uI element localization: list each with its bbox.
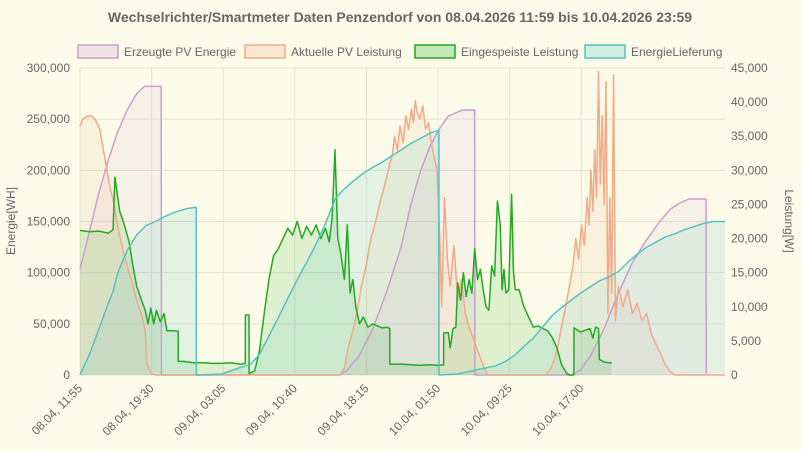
y-right-tick-label: 30,000 xyxy=(731,163,768,177)
y-left-tick-label: 100,000 xyxy=(27,266,71,280)
y-right-tick-label: 15,000 xyxy=(731,266,768,280)
series-line-erzeugte-pv-energie xyxy=(79,85,708,376)
series-line-energielieferung xyxy=(79,129,725,376)
y-right-tick-label: 10,000 xyxy=(731,300,768,314)
x-tick-label: 08.04, 11:55 xyxy=(29,381,86,438)
x-tick-label: 10.04, 17:00 xyxy=(529,381,586,438)
x-tick-label: 10.04, 01:50 xyxy=(386,381,443,438)
y-right-tick-label: 35,000 xyxy=(731,129,768,143)
y-left-tick-label: 50,000 xyxy=(33,317,70,331)
x-tick-label: 09.04, 18:15 xyxy=(314,381,371,438)
series-line-eingespeiste-leistung xyxy=(79,149,612,376)
legend-swatch xyxy=(244,44,286,59)
y-right-tick-label: 25,000 xyxy=(731,197,768,211)
legend-swatch xyxy=(414,44,456,59)
y-right-tick-label: 20,000 xyxy=(731,232,768,246)
legend-label: Aktuelle PV Leistung xyxy=(291,45,402,59)
legend-swatch xyxy=(77,44,119,59)
x-tick-label: 08.04, 19:30 xyxy=(100,381,157,438)
y-left-tick-label: 300,000 xyxy=(27,61,71,75)
y-right-tick-label: 0 xyxy=(731,368,738,382)
legend-item[interactable]: Aktuelle PV Leistung xyxy=(244,44,402,59)
y-right-tick-label: 5,000 xyxy=(731,334,761,348)
gridlines xyxy=(79,67,725,376)
plot-area xyxy=(79,70,725,376)
x-tick-label: 09.04, 03:05 xyxy=(171,381,228,438)
legend-label: EnergieLieferung xyxy=(631,45,722,59)
series-area-energielieferung xyxy=(80,130,725,375)
legend[interactable]: Erzeugte PV Energie Aktuelle PV Leistung E… xyxy=(77,44,722,59)
legend-swatch xyxy=(584,44,626,59)
legend-label: Eingespeiste Leistung xyxy=(461,45,578,59)
series-area-aktuelle-pv-leistung xyxy=(80,71,725,376)
y-axis-label-right: Leistung[W] xyxy=(782,189,796,252)
series-area-erzeugte-pv-energie xyxy=(80,86,707,376)
y-left-tick-label: 0 xyxy=(63,368,70,382)
y-left-tick-label: 200,000 xyxy=(27,163,71,177)
legend-item[interactable]: Erzeugte PV Energie xyxy=(77,44,236,59)
y-left-tick-label: 250,000 xyxy=(27,112,71,126)
y-axis-label-left: Energie[WH] xyxy=(4,187,18,255)
legend-label: Erzeugte PV Energie xyxy=(124,45,236,59)
chart-title: Wechselrichter/Smartmeter Daten Penzendo… xyxy=(108,9,692,25)
legend-item[interactable]: Eingespeiste Leistung xyxy=(414,44,578,59)
x-tick-label: 10.04, 09:25 xyxy=(458,381,515,438)
x-tick-label: 09.04, 10:40 xyxy=(243,381,300,438)
y-left-tick-label: 150,000 xyxy=(27,215,71,229)
y-right-tick-label: 40,000 xyxy=(731,95,768,109)
series-line-aktuelle-pv-leistung xyxy=(79,70,725,376)
legend-item[interactable]: EnergieLieferung xyxy=(584,44,722,59)
y-right-tick-label: 45,000 xyxy=(731,61,768,75)
